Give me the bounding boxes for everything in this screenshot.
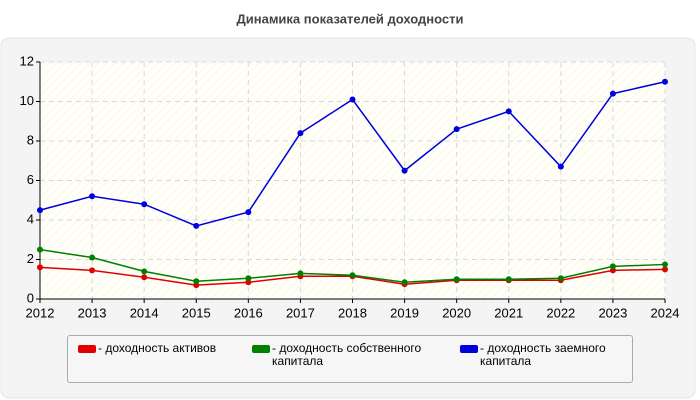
data-point <box>245 275 252 282</box>
data-point <box>193 222 200 229</box>
data-point <box>89 193 96 200</box>
x-tick-label: 2020 <box>442 305 471 320</box>
y-tick-label: 4 <box>27 211 34 226</box>
x-tick-label: 2021 <box>494 305 523 320</box>
x-tick-label: 2018 <box>338 305 367 320</box>
y-tick-label: 8 <box>27 132 34 147</box>
data-point <box>505 108 512 115</box>
legend-item: - доходность активов <box>78 342 263 355</box>
data-point <box>349 96 356 103</box>
data-point <box>505 276 512 283</box>
data-point <box>662 78 668 85</box>
legend-swatch <box>252 345 270 353</box>
x-tick-label: 2024 <box>651 305 680 320</box>
x-tick-label: 2015 <box>182 305 211 320</box>
data-point <box>662 261 668 268</box>
y-tick-label: 2 <box>27 251 34 266</box>
x-tick-label: 2016 <box>234 305 263 320</box>
x-tick-label: 2013 <box>78 305 107 320</box>
legend-item: - доходность заемного капитала <box>460 342 640 368</box>
data-point <box>37 264 43 271</box>
legend-swatch <box>78 345 96 353</box>
x-tick-label: 2014 <box>130 305 159 320</box>
data-point <box>245 209 252 216</box>
data-point <box>453 276 460 283</box>
data-point <box>662 266 668 273</box>
y-tick-label: 12 <box>20 53 34 68</box>
data-point <box>401 279 408 286</box>
x-tick-label: 2022 <box>546 305 575 320</box>
data-point <box>557 275 564 282</box>
legend: - доходность активов - доходность собстве… <box>67 335 633 383</box>
legend-label: - доходность заемного капитала <box>480 341 606 368</box>
data-point <box>37 246 43 253</box>
x-tick-label: 2019 <box>390 305 419 320</box>
x-tick-label: 2017 <box>286 305 315 320</box>
data-point <box>89 254 96 261</box>
chart-title: Динамика показателей доходности <box>236 11 463 26</box>
data-point <box>141 201 148 208</box>
data-point <box>297 130 304 137</box>
x-tick-label: 2023 <box>598 305 627 320</box>
data-point <box>141 274 148 281</box>
data-point <box>609 90 616 97</box>
data-point <box>193 278 200 285</box>
data-point <box>453 126 460 133</box>
x-tick-label: 2012 <box>26 305 55 320</box>
legend-swatch <box>460 345 478 353</box>
legend-item: - доходность собственного капитала <box>252 342 462 368</box>
data-point <box>89 267 96 274</box>
data-point <box>297 270 304 277</box>
y-tick-label: 0 <box>27 290 34 305</box>
data-point <box>349 272 356 279</box>
y-tick-label: 6 <box>27 172 34 187</box>
data-point <box>557 163 564 170</box>
legend-label: - доходность активов <box>98 341 217 355</box>
legend-label: - доходность собственного капитала <box>272 341 422 368</box>
data-point <box>141 268 148 275</box>
y-tick-label: 10 <box>20 93 34 108</box>
data-point <box>609 263 616 270</box>
data-point <box>37 207 43 214</box>
data-point <box>401 167 408 174</box>
